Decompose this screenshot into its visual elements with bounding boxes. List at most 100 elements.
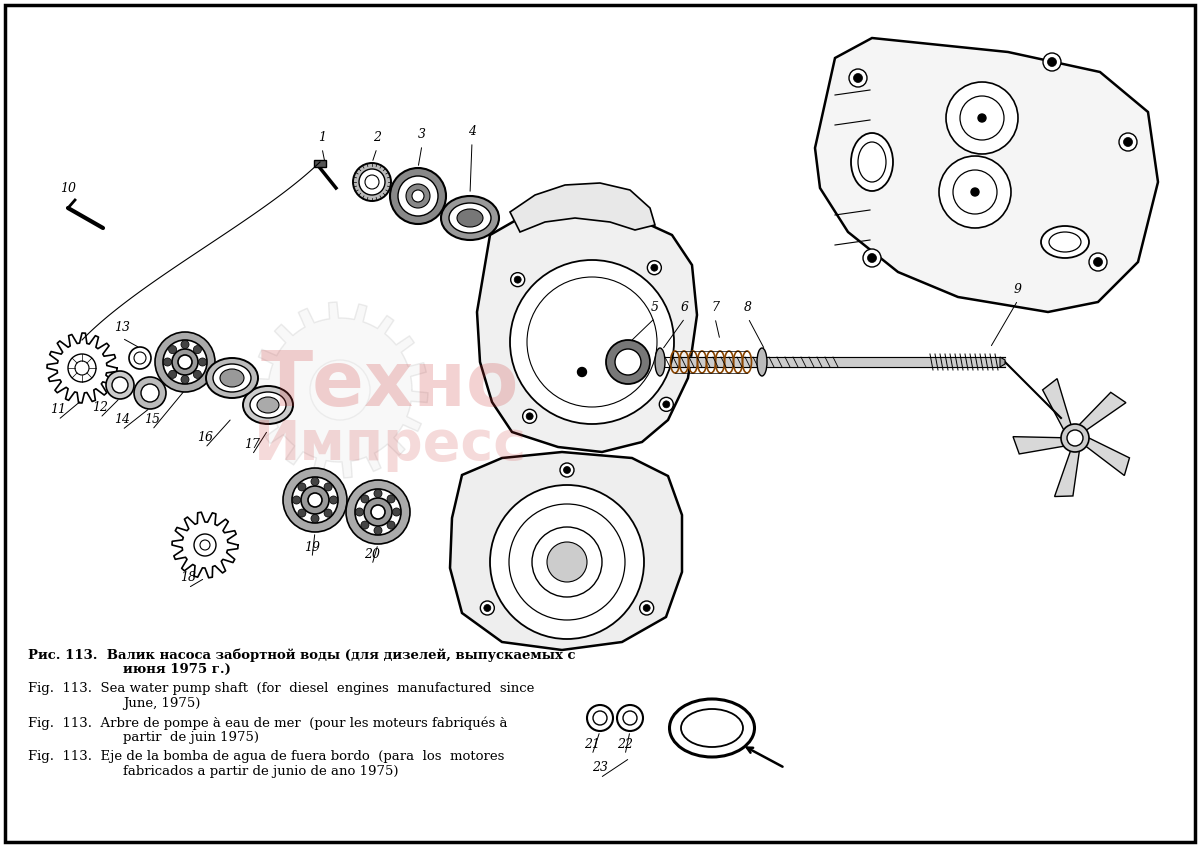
Circle shape (1043, 53, 1061, 71)
Circle shape (298, 509, 306, 518)
Circle shape (374, 490, 382, 497)
Circle shape (564, 467, 570, 473)
Circle shape (311, 478, 319, 485)
Circle shape (412, 190, 424, 202)
Circle shape (292, 477, 338, 523)
Circle shape (163, 358, 172, 366)
Circle shape (283, 468, 347, 532)
Ellipse shape (442, 196, 499, 240)
Circle shape (112, 377, 128, 393)
Circle shape (142, 384, 158, 402)
Circle shape (560, 463, 574, 477)
Circle shape (863, 249, 881, 267)
Text: 20: 20 (364, 547, 380, 561)
Circle shape (850, 69, 866, 87)
Circle shape (172, 349, 198, 375)
Circle shape (155, 332, 215, 392)
Text: 2: 2 (373, 130, 382, 143)
Circle shape (308, 493, 322, 507)
Circle shape (355, 508, 364, 516)
Circle shape (293, 496, 300, 504)
Text: 3: 3 (418, 128, 426, 141)
Circle shape (361, 495, 368, 503)
Text: 6: 6 (682, 301, 689, 313)
Circle shape (134, 377, 166, 409)
Circle shape (853, 74, 863, 82)
Text: 7: 7 (710, 301, 719, 313)
Text: 22: 22 (617, 738, 634, 750)
Polygon shape (815, 38, 1158, 312)
Bar (314, 160, 326, 167)
Circle shape (577, 368, 587, 377)
Circle shape (484, 605, 491, 612)
Circle shape (1120, 133, 1138, 151)
Circle shape (390, 168, 446, 224)
Circle shape (523, 409, 536, 424)
Circle shape (978, 114, 986, 122)
Text: Техно: Техно (260, 348, 520, 422)
Circle shape (178, 355, 192, 369)
Circle shape (388, 495, 395, 503)
Text: 18: 18 (180, 571, 196, 584)
Ellipse shape (1042, 226, 1090, 258)
Circle shape (616, 349, 641, 375)
Text: Fig.  113.  Sea water pump shaft  (for  diesel  engines  manufactured  since: Fig. 113. Sea water pump shaft (for dies… (28, 682, 534, 695)
Circle shape (330, 496, 337, 504)
Circle shape (194, 534, 216, 556)
Circle shape (659, 397, 673, 412)
Ellipse shape (220, 369, 244, 387)
Ellipse shape (757, 348, 767, 376)
Text: июня 1975 г.): июня 1975 г.) (124, 663, 230, 676)
Text: 14: 14 (114, 412, 130, 425)
Polygon shape (1075, 392, 1126, 438)
Ellipse shape (257, 397, 278, 413)
Circle shape (1061, 424, 1090, 452)
Circle shape (193, 370, 202, 379)
Ellipse shape (250, 392, 286, 418)
Circle shape (163, 340, 208, 384)
Circle shape (181, 375, 190, 384)
Circle shape (106, 371, 134, 399)
Circle shape (526, 412, 533, 420)
Circle shape (490, 485, 644, 639)
Circle shape (346, 480, 410, 544)
Circle shape (311, 514, 319, 523)
Circle shape (606, 340, 650, 384)
Polygon shape (450, 452, 682, 650)
Text: 10: 10 (60, 181, 76, 195)
Circle shape (68, 354, 96, 382)
Circle shape (547, 542, 587, 582)
Circle shape (662, 401, 670, 408)
Polygon shape (1000, 357, 1006, 367)
Circle shape (643, 605, 650, 612)
Text: 15: 15 (144, 412, 160, 425)
Ellipse shape (449, 203, 491, 233)
Text: 8: 8 (744, 301, 752, 313)
Circle shape (514, 276, 521, 283)
Circle shape (1090, 253, 1108, 271)
Polygon shape (1013, 437, 1075, 454)
Circle shape (181, 340, 190, 349)
Text: Fig.  113.  Eje de la bomba de agua de fuera bordo  (para  los  motores: Fig. 113. Eje de la bomba de agua de fue… (28, 750, 504, 763)
Ellipse shape (851, 133, 893, 191)
Text: 21: 21 (584, 738, 600, 750)
Text: 4: 4 (468, 125, 476, 137)
Circle shape (301, 486, 329, 514)
Polygon shape (510, 183, 655, 232)
Text: 1: 1 (318, 130, 326, 143)
Circle shape (647, 261, 661, 274)
Polygon shape (478, 208, 697, 452)
Circle shape (480, 601, 494, 615)
Circle shape (640, 601, 654, 615)
Text: fabricados a partir de junio de ano 1975): fabricados a partir de junio de ano 1975… (124, 765, 398, 778)
Circle shape (511, 273, 524, 286)
Circle shape (868, 253, 876, 263)
Text: June, 1975): June, 1975) (124, 697, 200, 710)
Circle shape (361, 521, 368, 529)
Circle shape (198, 358, 206, 366)
Polygon shape (1055, 438, 1079, 496)
Text: 16: 16 (197, 430, 214, 444)
Circle shape (398, 176, 438, 216)
Polygon shape (1075, 438, 1129, 475)
Text: 9: 9 (1014, 283, 1022, 296)
